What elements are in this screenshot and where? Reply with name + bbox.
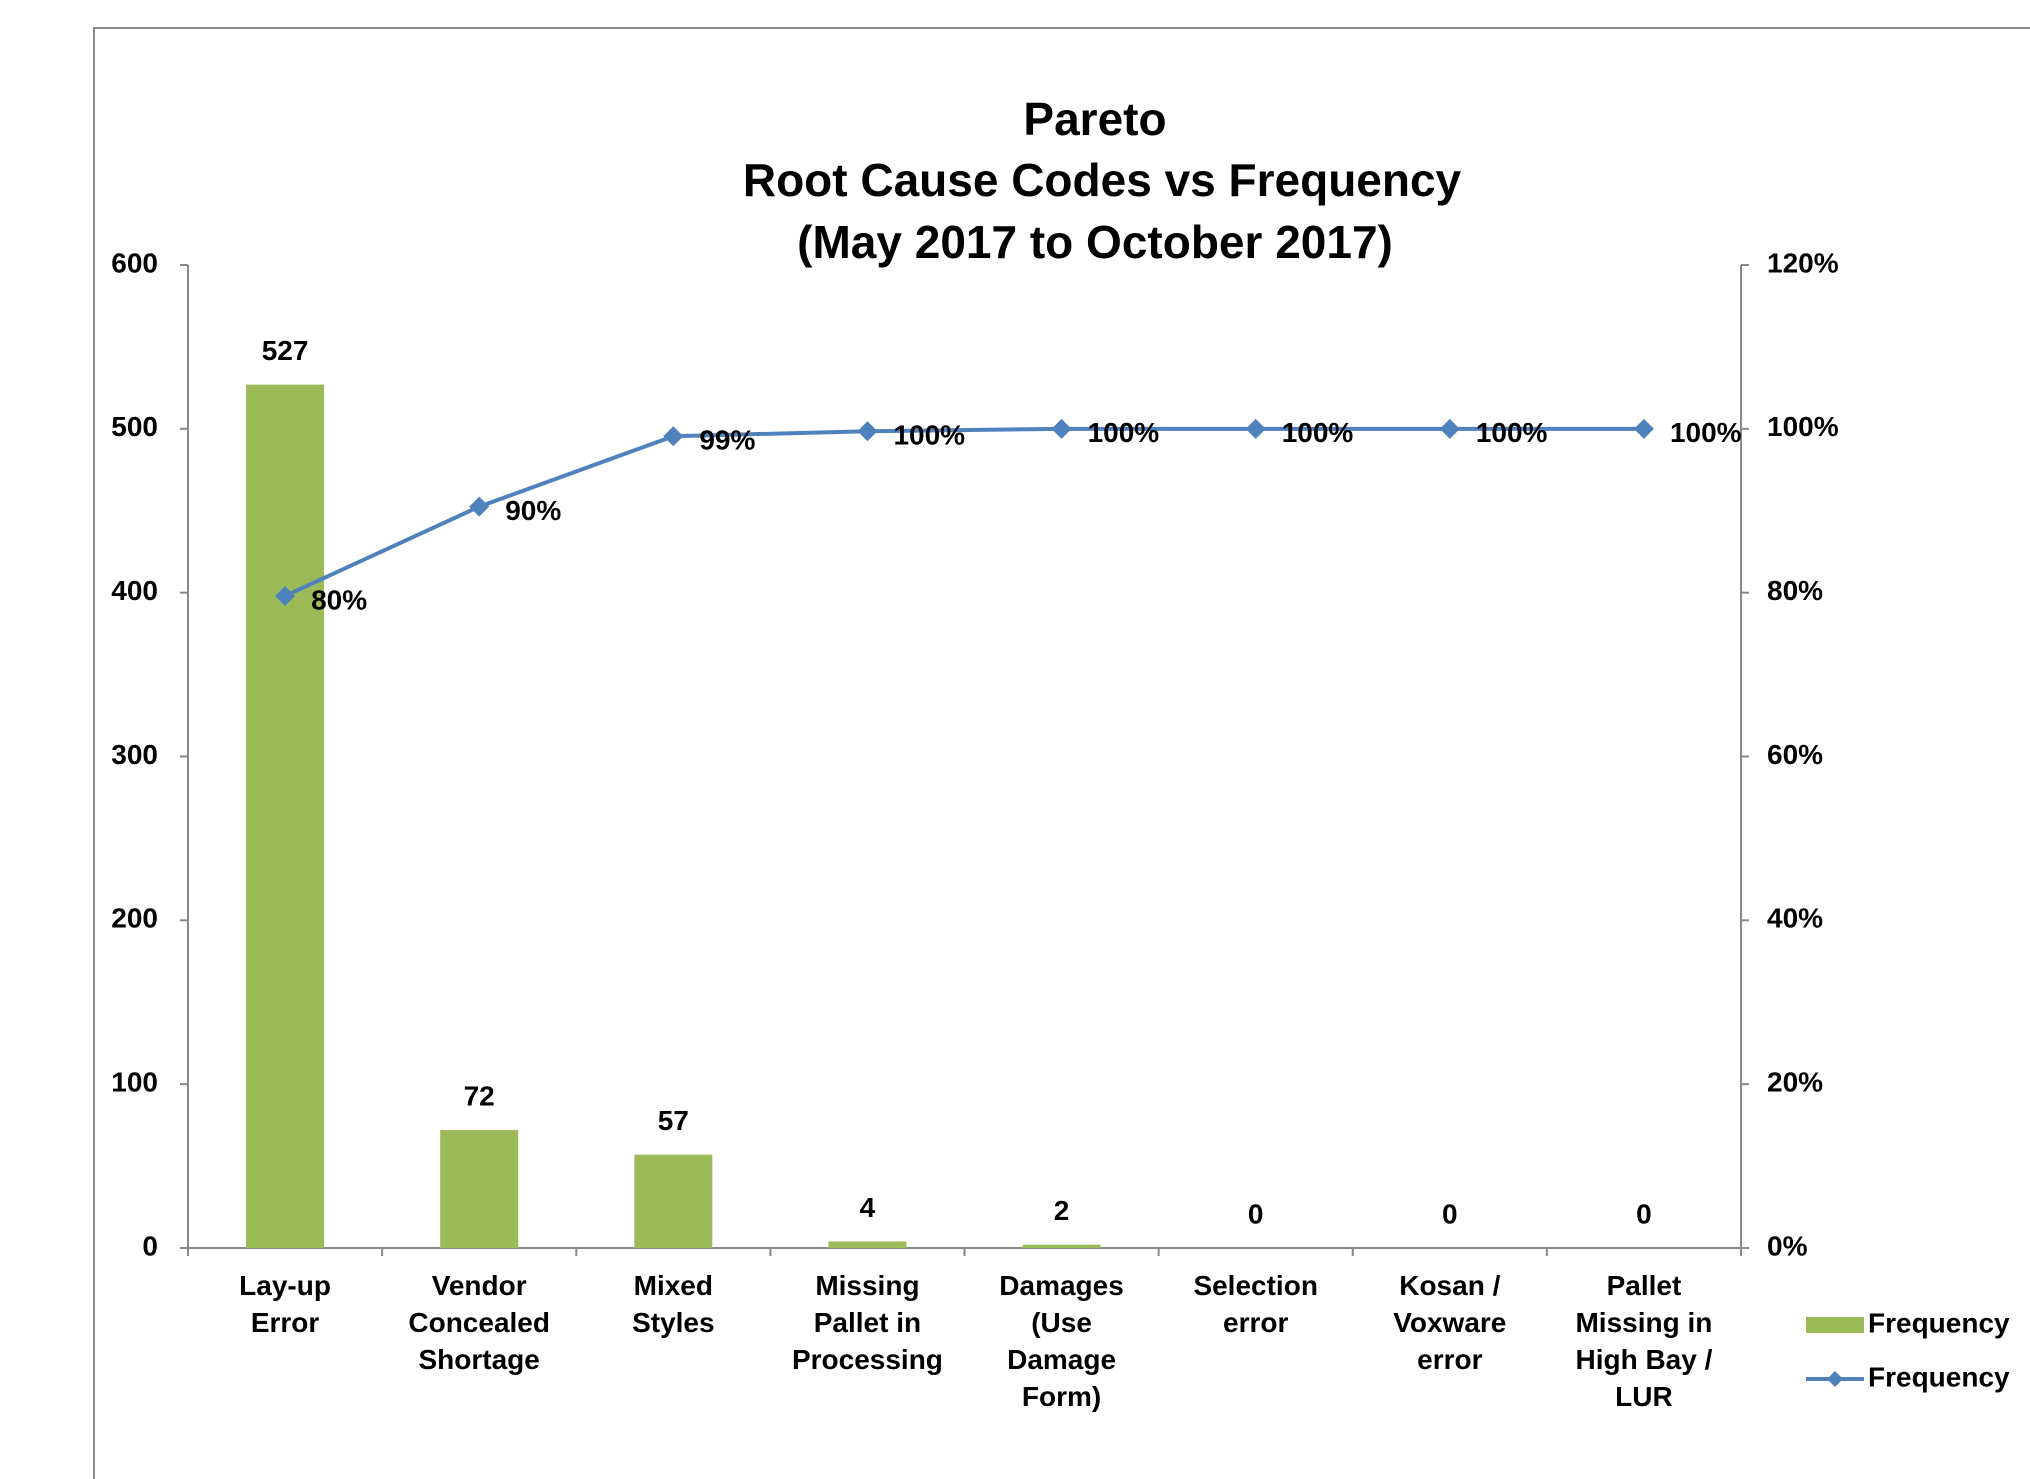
y-tick-label: 500 — [111, 411, 158, 442]
bar-value-label: 57 — [658, 1105, 689, 1136]
line-value-label: 100% — [1282, 417, 1354, 448]
legend-label: Frequency — [1868, 1361, 2010, 1392]
line-marker — [1245, 418, 1266, 439]
y2-tick-label: 40% — [1767, 903, 1823, 934]
x-tick-label: Mixed Styles — [632, 1270, 715, 1338]
line-value-label: 100% — [893, 420, 965, 451]
line-value-label: 100% — [1476, 417, 1548, 448]
line-value-label: 80% — [311, 584, 367, 615]
y-tick-label: 400 — [111, 575, 158, 606]
bar — [246, 384, 325, 1248]
cumulative-line — [284, 426, 1644, 598]
legend-label: Frequency — [1868, 1307, 2010, 1338]
bar-value-label: 527 — [262, 335, 309, 366]
x-tick-label: Selection error — [1193, 1270, 1317, 1338]
bar — [1022, 1244, 1101, 1248]
line-marker — [1051, 418, 1072, 439]
x-tick-label: Damages (Use Damage Form) — [999, 1270, 1124, 1412]
chart-title: (May 2017 to October 2017) — [797, 216, 1393, 268]
y-tick-label: 100 — [111, 1067, 158, 1098]
line-value-label: 100% — [1088, 417, 1160, 448]
line-value-label: 99% — [699, 425, 755, 456]
bar-value-label: 0 — [1442, 1198, 1458, 1229]
y-tick-label: 600 — [111, 247, 158, 278]
x-tick-label: Missing Pallet in Processing — [792, 1270, 943, 1375]
line-marker — [1633, 418, 1654, 439]
line-value-label: 100% — [1670, 417, 1742, 448]
bar — [440, 1130, 519, 1248]
bar-value-label: 4 — [860, 1192, 876, 1223]
y2-tick-label: 100% — [1767, 411, 1839, 442]
x-tick-label: Vendor Concealed Shortage — [408, 1270, 550, 1375]
bar — [634, 1154, 713, 1248]
y2-tick-label: 60% — [1767, 739, 1823, 770]
chart-title: Pareto — [1023, 93, 1166, 145]
x-tick-label: Pallet Missing in High Bay / LUR — [1575, 1270, 1712, 1412]
bar-value-label: 72 — [464, 1080, 495, 1111]
x-tick-label: Lay-up Error — [239, 1270, 331, 1338]
y2-tick-label: 120% — [1767, 247, 1839, 278]
legend-swatch — [1827, 1371, 1843, 1387]
chart-border — [93, 27, 2030, 1479]
y-tick-label: 0 — [142, 1230, 158, 1261]
y-tick-label: 200 — [111, 903, 158, 934]
legend-swatch — [1806, 1317, 1864, 1333]
line-marker — [1439, 418, 1460, 439]
bar-value-label: 0 — [1636, 1198, 1652, 1229]
line-marker — [857, 421, 878, 442]
bar — [828, 1241, 907, 1248]
line-value-label: 90% — [505, 495, 561, 526]
chart-title: Root Cause Codes vs Frequency — [743, 154, 1462, 206]
y2-tick-label: 80% — [1767, 575, 1823, 606]
y-tick-label: 300 — [111, 739, 158, 770]
line-marker — [663, 426, 684, 447]
line-marker — [275, 585, 296, 606]
x-tick-label: Kosan / Voxware error — [1393, 1270, 1506, 1375]
bar-value-label: 2 — [1054, 1195, 1070, 1226]
y2-tick-label: 20% — [1767, 1067, 1823, 1098]
line-marker — [469, 496, 490, 517]
y2-tick-label: 0% — [1767, 1230, 1808, 1261]
bar-value-label: 0 — [1248, 1198, 1264, 1229]
